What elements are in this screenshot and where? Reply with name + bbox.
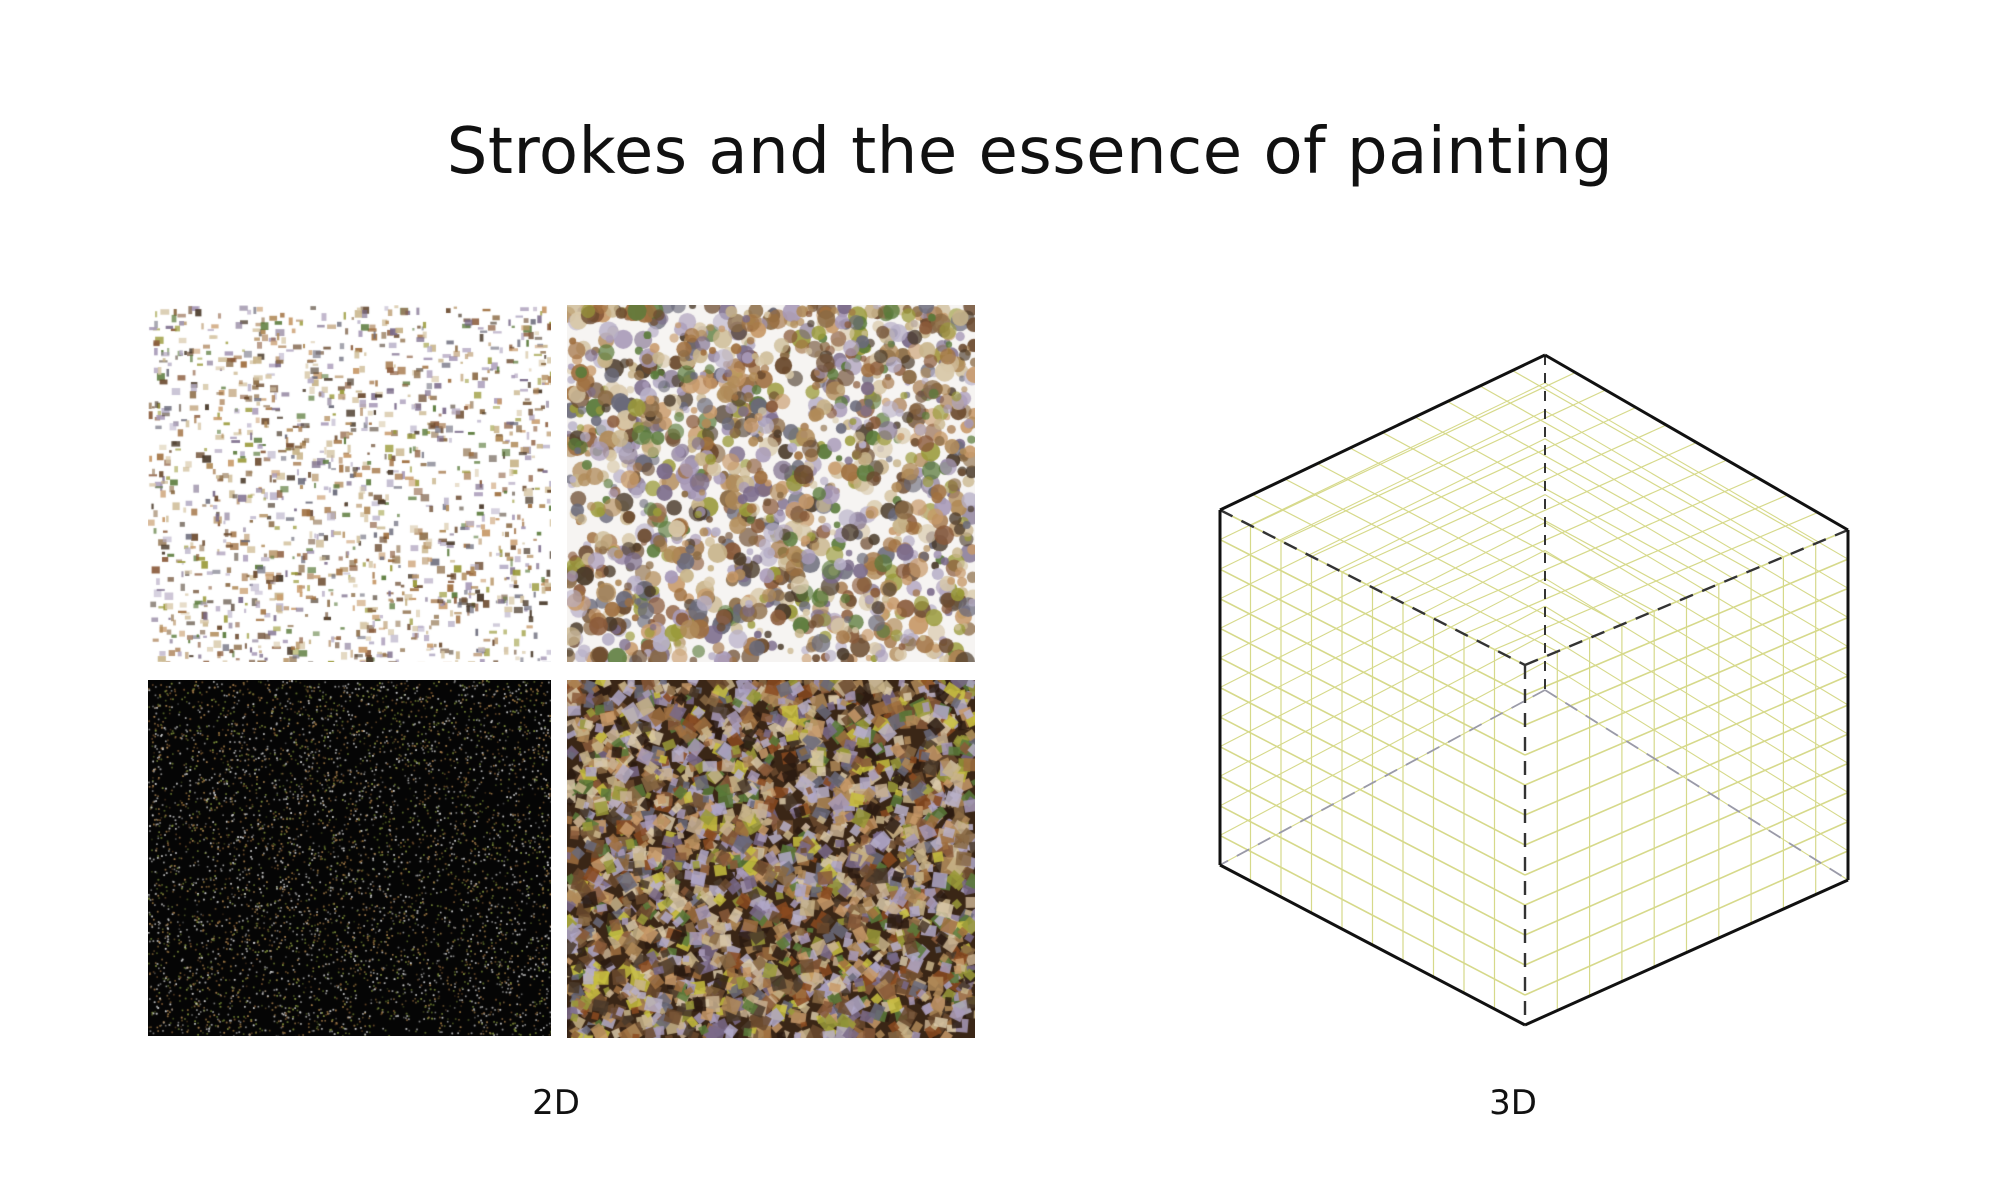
grid-line bbox=[1544, 577, 1849, 764]
grid-line bbox=[1544, 522, 1849, 706]
grid-line bbox=[1479, 385, 1784, 558]
cube-edge bbox=[1219, 353, 1546, 512]
grid-line bbox=[1219, 382, 1546, 541]
grid-line bbox=[1219, 466, 1546, 629]
grid-line bbox=[1372, 441, 1697, 589]
grid-line bbox=[1512, 369, 1816, 545]
grid-line bbox=[1402, 459, 1728, 604]
grid-line bbox=[1219, 438, 1546, 600]
round-dab-strokes-image bbox=[567, 305, 975, 662]
grid-line bbox=[1219, 633, 1546, 807]
hidden-edge bbox=[1219, 508, 1526, 667]
grid-line bbox=[1544, 661, 1849, 852]
grid-line bbox=[1544, 410, 1849, 589]
grid-line bbox=[1447, 400, 1752, 572]
grid-line bbox=[1414, 416, 1720, 585]
grid-line bbox=[1433, 476, 1758, 620]
dark-dotted-strokes-panel bbox=[148, 680, 551, 1036]
stroke-cube-diagram bbox=[1218, 353, 1850, 1027]
grid-line bbox=[1219, 577, 1546, 748]
cube-edge bbox=[1219, 863, 1526, 1027]
grid-line bbox=[1544, 466, 1849, 648]
grid-line bbox=[1219, 605, 1546, 777]
cube-edge bbox=[1544, 353, 1849, 532]
grid-line bbox=[1494, 511, 1818, 651]
grid-line bbox=[1544, 549, 1849, 735]
grid-line bbox=[1544, 382, 1849, 560]
grid-line bbox=[1219, 661, 1546, 836]
grid-line bbox=[1219, 494, 1546, 659]
hidden-edge bbox=[1524, 528, 1849, 667]
hidden-edge bbox=[1219, 689, 1546, 866]
dense-square-strokes-panel bbox=[567, 680, 975, 1038]
cube-grid-lines bbox=[1219, 354, 1849, 1026]
grid-line bbox=[1544, 494, 1849, 677]
cube-outline bbox=[1218, 353, 1850, 1027]
sparse-small-strokes-image bbox=[148, 305, 551, 662]
label-2d: 2D bbox=[532, 1083, 580, 1123]
grid-line bbox=[1463, 494, 1788, 635]
cube-hidden-edges bbox=[1219, 355, 1849, 1025]
sparse-small-strokes-panel bbox=[148, 305, 551, 662]
hidden-edge bbox=[1544, 689, 1849, 881]
label-3d: 3D bbox=[1489, 1083, 1537, 1123]
grid-line bbox=[1544, 633, 1849, 823]
dark-dotted-strokes-image bbox=[148, 680, 551, 1036]
grid-line bbox=[1544, 605, 1849, 793]
grid-line bbox=[1219, 410, 1546, 570]
grid-line bbox=[1219, 522, 1546, 688]
grid-line bbox=[1544, 438, 1849, 618]
round-dab-strokes-panel bbox=[567, 305, 975, 662]
cube-edge bbox=[1524, 878, 1849, 1027]
dense-square-strokes-image bbox=[567, 680, 975, 1038]
slide-title: Strokes and the essence of painting bbox=[446, 115, 1614, 189]
grid-line bbox=[1219, 549, 1546, 718]
